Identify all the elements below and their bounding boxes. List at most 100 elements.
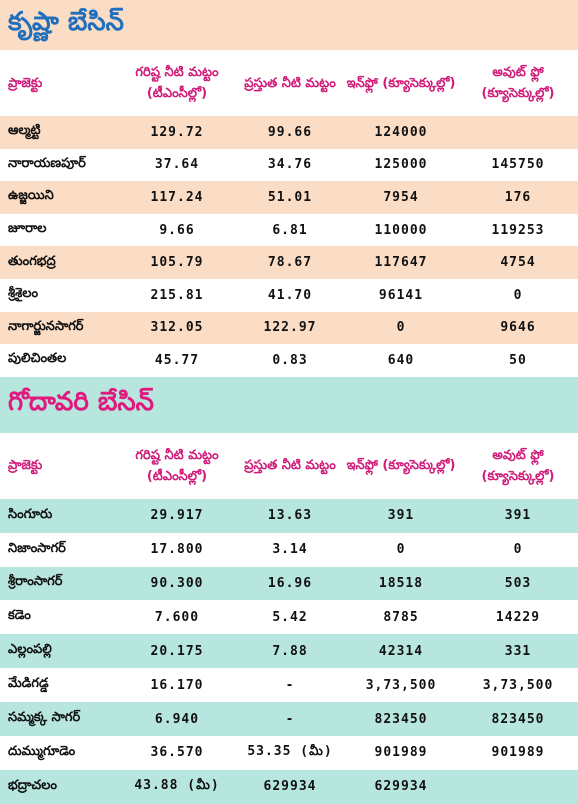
cell-project-name: శ్రీశైలం — [8, 286, 39, 302]
cell-max-level: 45.77 — [154, 352, 200, 368]
cell-outflow: 50 — [509, 352, 527, 368]
table-row: ఆల్మట్టి 129.72 99.66 124000 — [0, 116, 578, 149]
table-row: పులిచింతల 45.77 0.83 640 50 — [0, 344, 578, 377]
cell-project-name: ఆల్మట్టి — [8, 123, 41, 139]
cell-project-name: దుమ్ముగూడెం — [8, 743, 76, 759]
cell-current-level: 122.97 — [263, 320, 317, 336]
krishna-basin-section: కృష్ణా బేసిన్ ప్రాజెక్టు గరిష్ట నీటి మట్… — [0, 0, 578, 377]
header-max-level: గరిష్ట నీటి మట్టం (టీఎంసీల్లో) — [135, 447, 219, 484]
cell-outflow: 9646 — [500, 320, 536, 336]
cell-current-level: 5.42 — [272, 609, 308, 625]
cell-max-level: 90.300 — [150, 575, 204, 591]
godavari-table-body: సింగూరు 29.917 13.63 391 391 నిజాంసాగర్ 17.800… — [0, 498, 578, 804]
cell-outflow: 0 — [513, 542, 523, 558]
cell-current-level: - — [285, 711, 295, 727]
table-row: తుంగభద్ర 105.79 78.67 117647 4754 — [0, 246, 578, 279]
cell-outflow: 331 — [504, 643, 532, 659]
cell-outflow: 4754 — [500, 255, 536, 271]
header-outflow: అవుట్ ఫ్లో (క్యూసెక్కుల్లో) — [481, 447, 555, 484]
cell-outflow: 901989 — [491, 745, 545, 761]
cell-inflow: 3,73,500 — [365, 677, 437, 693]
cell-current-level: 13.63 — [267, 508, 313, 524]
cell-inflow: 125000 — [374, 157, 428, 173]
header-outflow: అవుట్ ఫ్లో (క్యూసెక్కుల్లో) — [481, 65, 555, 101]
table-row: సమ్మక్క సాగర్ 6.940 - 823450 823450 — [0, 702, 578, 736]
table-row: నిజాంసాగర్ 17.800 3.14 0 0 — [0, 533, 578, 567]
cell-outflow: 145750 — [491, 157, 545, 173]
cell-current-level: 99.66 — [267, 124, 313, 140]
cell-project-name: మేడిగడ్డ — [8, 676, 49, 692]
cell-max-level: 43.88 (మీ) — [134, 777, 220, 793]
cell-inflow: 110000 — [374, 222, 428, 238]
krishna-basin-title: కృష్ణా బేసిన్ — [0, 0, 578, 50]
cell-max-level: 37.64 — [154, 157, 200, 173]
cell-current-level: 629934 — [263, 779, 317, 795]
cell-project-name: శ్రీరాంసాగర్ — [8, 574, 63, 590]
cell-outflow: 503 — [504, 575, 532, 591]
cell-project-name: ఎల్లంపల్లి — [8, 642, 52, 658]
cell-max-level: 29.917 — [150, 508, 204, 524]
cell-max-level: 20.175 — [150, 643, 204, 659]
cell-max-level: 129.72 — [150, 124, 204, 140]
cell-project-name: కడెం — [8, 608, 31, 624]
table-row: ఎల్లంపల్లి 20.175 7.88 42314 331 — [0, 634, 578, 669]
cell-outflow: 14229 — [495, 609, 541, 625]
table-row: సింగూరు 29.917 13.63 391 391 — [0, 498, 578, 533]
cell-inflow: 823450 — [374, 711, 428, 727]
cell-inflow: 8785 — [383, 609, 419, 625]
cell-project-name: సింగూరు — [8, 506, 53, 522]
cell-inflow: 391 — [387, 508, 415, 524]
cell-outflow: 3,73,500 — [482, 677, 554, 693]
table-row: కడెం 7.600 5.42 8785 14229 — [0, 600, 578, 634]
cell-inflow: 18518 — [378, 575, 424, 591]
cell-outflow: 0 — [513, 287, 523, 303]
godavari-basin-title: గోదావరి బేసిన్ — [0, 376, 578, 433]
cell-max-level: 17.800 — [150, 542, 204, 558]
table-row: శ్రీరాంసాగర్ 90.300 16.96 18518 503 — [0, 566, 578, 601]
header-max-level: గరిష్ట నీటి మట్టం (టీఎంసీల్లో) — [135, 65, 219, 101]
cell-inflow: 7954 — [383, 189, 419, 205]
header-current-level: ప్రస్తుత నీటి మట్టం — [244, 75, 336, 91]
cell-inflow: 629934 — [374, 779, 428, 795]
header-current-level: ప్రస్తుత నీటి మట్టం — [244, 458, 336, 474]
godavari-basin-section: గోదావరి బేసిన్ ప్రాజెక్టు గరిష్ట నీటి మట… — [0, 376, 578, 804]
cell-current-level: 3.14 — [272, 542, 308, 558]
krishna-header-row: ప్రాజెక్టు గరిష్ట నీటి మట్టం (టీఎంసీల్లో… — [0, 50, 578, 116]
table-row: ఉజ్జయిని 117.24 51.01 7954 176 — [0, 181, 578, 214]
cell-max-level: 36.570 — [150, 745, 204, 761]
cell-max-level: 7.600 — [154, 609, 200, 625]
cell-inflow: 901989 — [374, 745, 428, 761]
cell-max-level: 9.66 — [159, 222, 195, 238]
cell-current-level: 51.01 — [267, 189, 313, 205]
cell-max-level: 105.79 — [150, 255, 204, 271]
krishna-table-body: ఆల్మట్టి 129.72 99.66 124000 నారాయణపూర్ 37.64… — [0, 116, 578, 377]
table-row: జూరాల 9.66 6.81 110000 119253 — [0, 214, 578, 247]
cell-inflow: 42314 — [378, 643, 424, 659]
cell-current-level: 41.70 — [267, 287, 313, 303]
cell-project-name: ఉజ్జయిని — [8, 188, 54, 204]
cell-project-name: సమ్మక్క సాగర్ — [8, 710, 81, 726]
cell-project-name: నారాయణపూర్ — [8, 155, 86, 171]
cell-max-level: 117.24 — [150, 189, 204, 205]
cell-current-level: 34.76 — [267, 157, 313, 173]
cell-project-name: నిజాంసాగర్ — [8, 540, 66, 556]
cell-inflow: 124000 — [374, 124, 428, 140]
header-project: ప్రాజెక్టు — [8, 458, 43, 474]
cell-project-name: భద్రాచలం — [8, 777, 57, 793]
cell-max-level: 16.170 — [150, 677, 204, 693]
cell-current-level: 16.96 — [267, 575, 313, 591]
cell-inflow: 117647 — [374, 255, 428, 271]
cell-max-level: 6.940 — [154, 711, 200, 727]
cell-outflow: 391 — [504, 508, 532, 524]
header-inflow: ఇన్‌ఫ్లో (క్యూసెక్కుల్లో) — [346, 458, 456, 474]
cell-current-level: - — [285, 677, 295, 693]
table-row: మేడిగడ్డ 16.170 - 3,73,500 3,73,500 — [0, 668, 578, 702]
cell-project-name: నాగార్జునసాగర్ — [8, 318, 84, 334]
cell-project-name: తుంగభద్ర — [8, 253, 56, 269]
cell-inflow: 640 — [387, 352, 415, 368]
cell-current-level: 53.35 (మీ) — [247, 743, 333, 759]
cell-max-level: 215.81 — [150, 287, 204, 303]
godavari-header-row: ప్రాజెక్టు గరిష్ట నీటి మట్టం (టీఎంసీల్లో… — [0, 432, 578, 499]
cell-inflow: 0 — [396, 542, 406, 558]
cell-max-level: 312.05 — [150, 320, 204, 336]
